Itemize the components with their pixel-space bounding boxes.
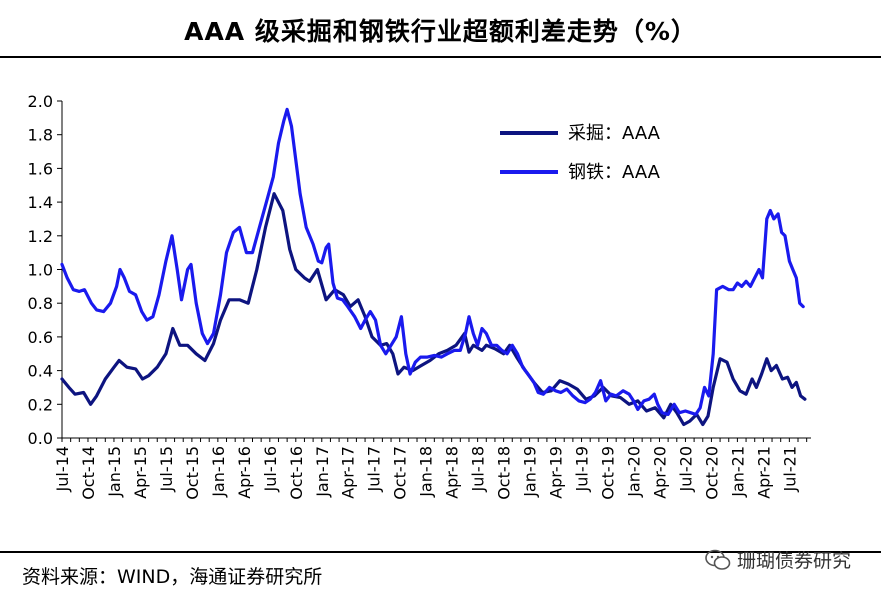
x-tick-label: Apr-19 [547,446,566,499]
x-tick-label: Jan-18 [417,446,436,498]
x-tick-label: Oct-15 [183,446,202,500]
x-tick-label: Jul-15 [157,446,176,492]
x-tick-label: Apr-21 [754,446,773,499]
x-tick-label: Jan-21 [728,446,747,498]
x-tick-label: Oct-20 [702,446,721,500]
chart-svg: 0.0 0.2 0.4 0.6 0.8 1.0 1.2 1.4 1.6 1.8 2.0 Jul-14 O… [28,92,811,500]
y-tick-label: 0.8 [28,294,53,313]
bottom-rule [0,551,881,553]
y-tick-label: 0.4 [28,362,53,381]
x-tick-label: Jul-21 [780,446,799,492]
top-rule [0,56,881,58]
wechat-icon [705,549,731,570]
x-tick-label: Jul-18 [469,446,488,492]
x-tick-label: Jul-16 [261,446,280,492]
source-note: 资料来源：WIND，海通证券研究所 [22,566,323,588]
legend-label-mining: 采掘：AAA [568,123,661,144]
x-tick-label: Jan-17 [313,446,332,498]
x-tick-label: Apr-17 [339,446,358,499]
x-tick-label: Oct-16 [287,446,306,500]
x-tick-label: Apr-20 [650,446,669,499]
y-tick-label: 2.0 [28,92,53,111]
y-tick-label: 1.2 [28,227,53,246]
x-tick-label: Jan-19 [521,446,540,498]
legend: 采掘：AAA 钢铁：AAA [500,123,661,183]
x-tick-label: Jul-14 [53,446,72,492]
x-tick-label: Oct-17 [391,446,410,500]
y-tick-label: 1.4 [28,193,53,212]
series-layer [60,107,807,427]
x-tick-label: Jul-17 [365,446,384,492]
y-tick-label: 0.0 [28,429,53,448]
watermark-text: 珊瑚债券研究 [736,550,851,572]
x-tick-label: Apr-15 [131,446,150,499]
y-tick-label: 0.6 [28,328,53,347]
x-tick-label: Oct-18 [495,446,514,500]
x-tick-label: Jan-20 [624,446,643,498]
y-tick-label: 1.6 [28,159,53,178]
series-line-mining [60,192,807,427]
chart-title: AAA 级采掘和钢铁行业超额利差走势（%） [184,17,697,46]
x-tick-label: Oct-14 [79,446,98,500]
x-tick-label: Jul-19 [573,446,592,492]
x-tick-label: Oct-19 [599,446,618,500]
legend-label-steel: 钢铁：AAA [568,162,661,183]
series-line-steel [60,107,805,416]
y-tick-label: 1.8 [28,126,53,145]
y-tick-label: 0.2 [28,395,53,414]
x-tick-label: Apr-18 [443,446,462,499]
x-tick-label: Jan-15 [105,446,124,498]
x-tick-label: Jan-16 [209,446,228,498]
axes: 0.0 0.2 0.4 0.6 0.8 1.0 1.2 1.4 1.6 1.8 2.0 Jul-14 O… [28,92,811,500]
x-tick-label: Jul-20 [676,446,695,492]
y-tick-label: 1.0 [28,261,53,280]
x-tick-label: Apr-16 [235,446,254,499]
watermark: 珊瑚债券研究 [705,546,851,573]
